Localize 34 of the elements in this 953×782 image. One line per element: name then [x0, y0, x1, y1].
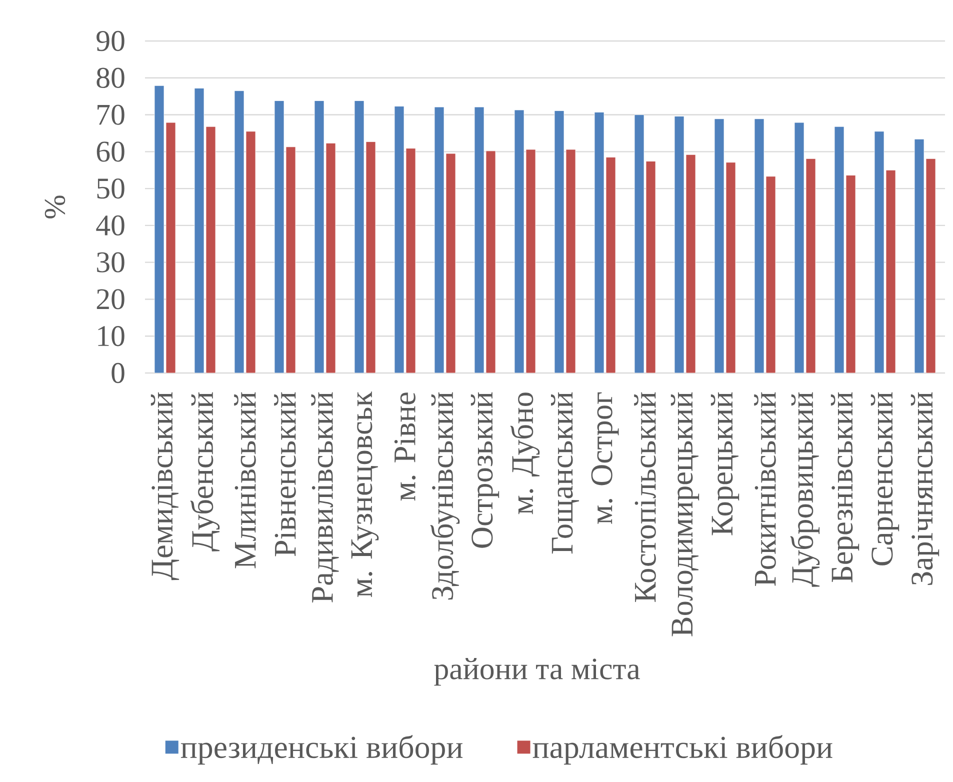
y-tick-label: 80 — [96, 68, 124, 88]
y-tick-label: 20 — [96, 289, 124, 310]
x-tick-label: Рівненський — [274, 392, 296, 556]
x-tick-label: м. Острог — [591, 392, 619, 524]
x-tick-label: Здолбунівський — [430, 392, 460, 600]
y-tick-label: 40 — [96, 215, 124, 236]
y-tick-label: 0 — [112, 362, 124, 384]
legend-label: президенські вибори — [180, 735, 463, 765]
x-tick-label: Березнівський — [830, 392, 860, 582]
y-tick-label: 30 — [97, 252, 124, 272]
x-tick-label: Рокитнівський — [754, 392, 776, 586]
x-tick-label: м. Дубно — [510, 392, 540, 514]
x-tick-label: м. Рівне — [394, 392, 416, 501]
x-tick-label: Млинівський — [234, 392, 256, 568]
x-axis-title: райони та міста — [434, 658, 640, 686]
x-tick-label: Радивилівський — [311, 392, 339, 602]
x-tick-label: Корецький — [710, 392, 740, 536]
x-tick-label: Гощанський — [551, 392, 580, 554]
x-tick-label: Демидівський — [150, 392, 180, 580]
y-tick-label: 70 — [98, 104, 124, 125]
legend-label: парламентські вибори — [532, 735, 832, 765]
y-axis-title: % — [44, 196, 66, 218]
x-tick-label: Дубенський — [190, 392, 220, 552]
x-tick-label: Костопільський — [634, 392, 656, 602]
x-tick-label: Сарненський — [870, 392, 900, 566]
x-tick-label: Володимирецький — [670, 392, 700, 636]
x-tick-label: м. Кузнецовськ — [351, 391, 379, 597]
y-tick-label: 90 — [96, 30, 124, 52]
y-tick-label: 50 — [97, 178, 124, 199]
x-tick-label: Зарічнянський — [910, 392, 940, 585]
x-tick-label: Острозький — [470, 392, 500, 548]
y-tick-label: 60 — [96, 142, 124, 162]
y-tick-label: 10 — [98, 326, 124, 346]
x-tick-label: Дубровицький — [790, 392, 820, 587]
